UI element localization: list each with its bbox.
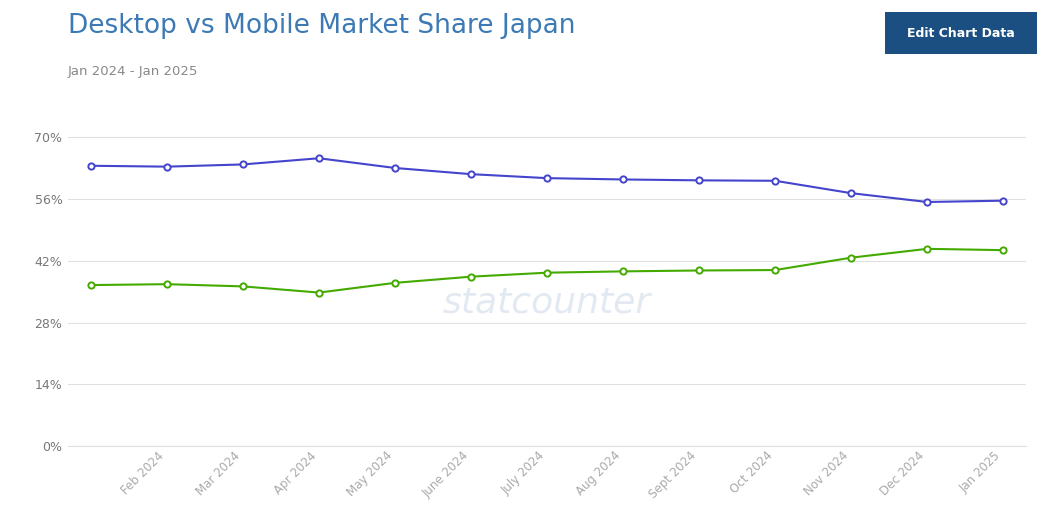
- Text: Edit Chart Data: Edit Chart Data: [907, 26, 1015, 40]
- Text: statcounter: statcounter: [443, 285, 651, 320]
- Text: Desktop vs Mobile Market Share Japan: Desktop vs Mobile Market Share Japan: [68, 13, 576, 39]
- Text: Jan 2024 - Jan 2025: Jan 2024 - Jan 2025: [68, 65, 199, 78]
